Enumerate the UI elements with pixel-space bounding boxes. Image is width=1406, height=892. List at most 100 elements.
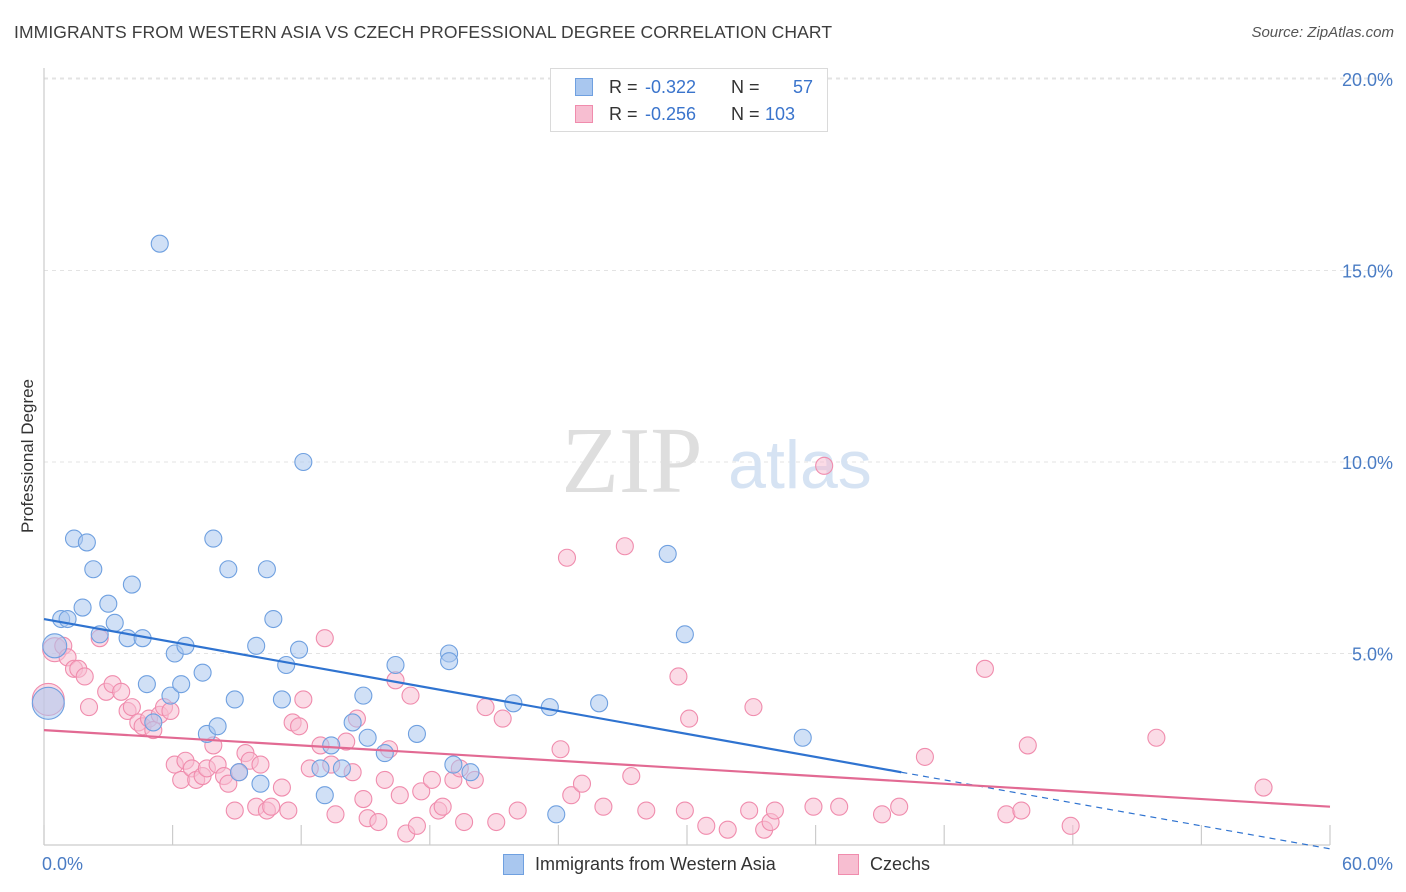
data-point [540, 698, 559, 717]
data-point [219, 774, 238, 793]
watermark: ZIP atlas [562, 409, 872, 513]
legend-swatch-czechs [575, 105, 593, 123]
data-point [77, 533, 96, 552]
data-point [562, 786, 581, 805]
legend-n-label: N = [731, 104, 760, 124]
data-point [105, 613, 124, 632]
data-point [208, 717, 227, 736]
data-point [294, 452, 313, 472]
data-point [225, 801, 244, 820]
x-tick-label: 60.0% [1342, 854, 1393, 874]
data-point [997, 805, 1016, 824]
data-point [375, 770, 394, 789]
data-point [193, 663, 212, 682]
y-tick-label: 20.0% [1342, 70, 1393, 90]
data-point [669, 667, 688, 686]
data-point [975, 659, 994, 678]
y-tick-label: 5.0% [1352, 645, 1393, 665]
data-point [73, 598, 92, 617]
data-point [322, 736, 341, 755]
data-point [79, 698, 99, 717]
data-point [718, 820, 737, 839]
data-point [219, 560, 238, 579]
data-point [433, 797, 452, 816]
data-point [547, 805, 566, 824]
data-point [262, 797, 281, 816]
data-point [343, 713, 362, 732]
data-point [590, 694, 609, 713]
data-point [493, 709, 512, 728]
data-point [697, 816, 716, 835]
gridlines [44, 77, 1394, 654]
data-point [1147, 728, 1166, 747]
data-point [765, 801, 784, 820]
data-point [476, 698, 495, 717]
data-point [75, 667, 94, 686]
data-point [375, 744, 394, 763]
data-point [440, 652, 459, 671]
data-point [890, 797, 909, 816]
data-point [1012, 801, 1031, 820]
y-axis-title: Professional Degree [18, 379, 37, 533]
data-point [744, 698, 763, 717]
data-point [915, 747, 934, 766]
bottom-legend-swatch-czechs [838, 854, 859, 875]
data-point [1254, 778, 1273, 797]
data-point [290, 717, 309, 736]
data-point [637, 801, 656, 820]
data-point [311, 759, 330, 778]
data-point [1018, 736, 1037, 755]
trend-lines [43, 617, 1331, 850]
bottom-legend-label: Immigrants from Western Asia [535, 854, 776, 874]
source-credit: Source: ZipAtlas.com [1251, 24, 1394, 41]
tick-labels: 20.0% 15.0% 10.0% 5.0% 0.0% 60.0% [42, 70, 1393, 874]
x-tick-label: 0.0% [42, 854, 83, 874]
data-point [386, 655, 405, 675]
data-point [407, 816, 426, 835]
data-point [277, 655, 296, 675]
legend-r-label: R = [609, 104, 638, 124]
data-point [161, 701, 180, 721]
data-point [508, 801, 527, 820]
data-point [804, 797, 823, 816]
data-point [369, 812, 388, 832]
data-point [294, 690, 313, 709]
bottom-legend-swatch-western-asia [503, 854, 524, 875]
data-point [444, 755, 463, 774]
data-point [326, 805, 345, 824]
data-point [144, 713, 163, 732]
legend-r-value: -0.322 [645, 77, 697, 97]
data-point [122, 698, 141, 717]
data-point [257, 560, 276, 579]
chart-title: IMMIGRANTS FROM WESTERN ASIA VS CZECH PR… [14, 22, 833, 42]
data-point [112, 682, 131, 701]
data-point [622, 767, 641, 786]
data-point [251, 774, 270, 793]
data-point [872, 805, 892, 824]
legend-n-value: 57 [793, 77, 814, 97]
data-point [407, 724, 426, 743]
data-point [84, 560, 103, 579]
data-point [557, 548, 577, 567]
legend-n-value: 103 [765, 104, 796, 124]
data-point [290, 640, 309, 659]
data-point [354, 789, 373, 809]
data-point [247, 636, 266, 655]
data-point [31, 686, 65, 720]
data-point [172, 675, 191, 694]
data-point [551, 740, 570, 759]
data-point [390, 786, 409, 805]
data-point [137, 675, 156, 694]
data-point [461, 763, 480, 782]
data-point [272, 778, 291, 797]
data-point [615, 537, 634, 556]
data-point [487, 812, 506, 832]
data-point [272, 690, 291, 709]
y-tick-label: 15.0% [1342, 262, 1393, 282]
data-point [354, 686, 373, 705]
data-point [42, 633, 68, 659]
data-point [99, 594, 118, 613]
legend-n-label: N = [731, 77, 760, 97]
bottom-legend-label: Czechs [870, 854, 931, 874]
trend-line [43, 729, 1331, 808]
